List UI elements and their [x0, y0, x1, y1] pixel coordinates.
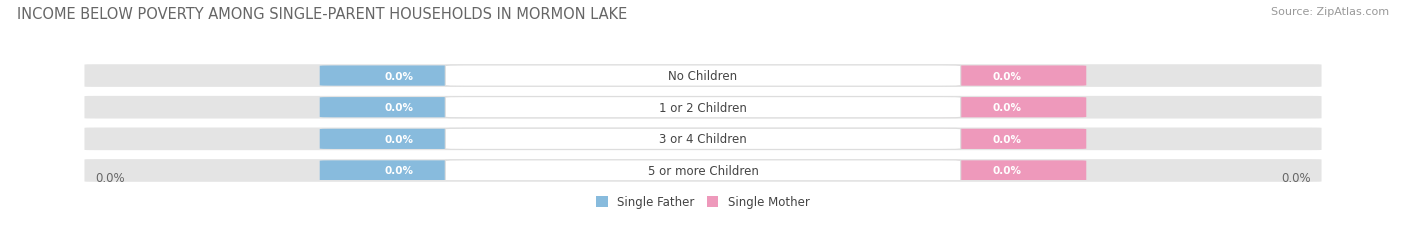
Text: 1 or 2 Children: 1 or 2 Children [659, 101, 747, 114]
FancyBboxPatch shape [84, 128, 1322, 151]
Text: 0.0%: 0.0% [384, 134, 413, 144]
Text: 0.0%: 0.0% [384, 166, 413, 176]
Text: 0.0%: 0.0% [993, 134, 1022, 144]
FancyBboxPatch shape [319, 66, 478, 86]
FancyBboxPatch shape [928, 161, 1087, 181]
FancyBboxPatch shape [319, 161, 478, 181]
Text: 3 or 4 Children: 3 or 4 Children [659, 133, 747, 146]
FancyBboxPatch shape [84, 97, 1322, 119]
FancyBboxPatch shape [319, 129, 478, 149]
Legend: Single Father, Single Mother: Single Father, Single Mother [592, 191, 814, 213]
FancyBboxPatch shape [446, 66, 960, 87]
Text: 0.0%: 0.0% [993, 71, 1022, 81]
FancyBboxPatch shape [84, 159, 1322, 182]
Text: 0.0%: 0.0% [384, 71, 413, 81]
FancyBboxPatch shape [928, 98, 1087, 118]
Text: 5 or more Children: 5 or more Children [648, 164, 758, 177]
Text: 0.0%: 0.0% [993, 103, 1022, 113]
Text: 0.0%: 0.0% [1281, 171, 1310, 184]
Text: No Children: No Children [668, 70, 738, 83]
Text: 0.0%: 0.0% [96, 171, 125, 184]
FancyBboxPatch shape [928, 66, 1087, 86]
Text: 0.0%: 0.0% [384, 103, 413, 113]
FancyBboxPatch shape [319, 98, 478, 118]
FancyBboxPatch shape [446, 97, 960, 118]
FancyBboxPatch shape [928, 129, 1087, 149]
Text: INCOME BELOW POVERTY AMONG SINGLE-PARENT HOUSEHOLDS IN MORMON LAKE: INCOME BELOW POVERTY AMONG SINGLE-PARENT… [17, 7, 627, 22]
FancyBboxPatch shape [446, 129, 960, 150]
Text: Source: ZipAtlas.com: Source: ZipAtlas.com [1271, 7, 1389, 17]
FancyBboxPatch shape [446, 160, 960, 181]
FancyBboxPatch shape [84, 65, 1322, 88]
Text: 0.0%: 0.0% [993, 166, 1022, 176]
